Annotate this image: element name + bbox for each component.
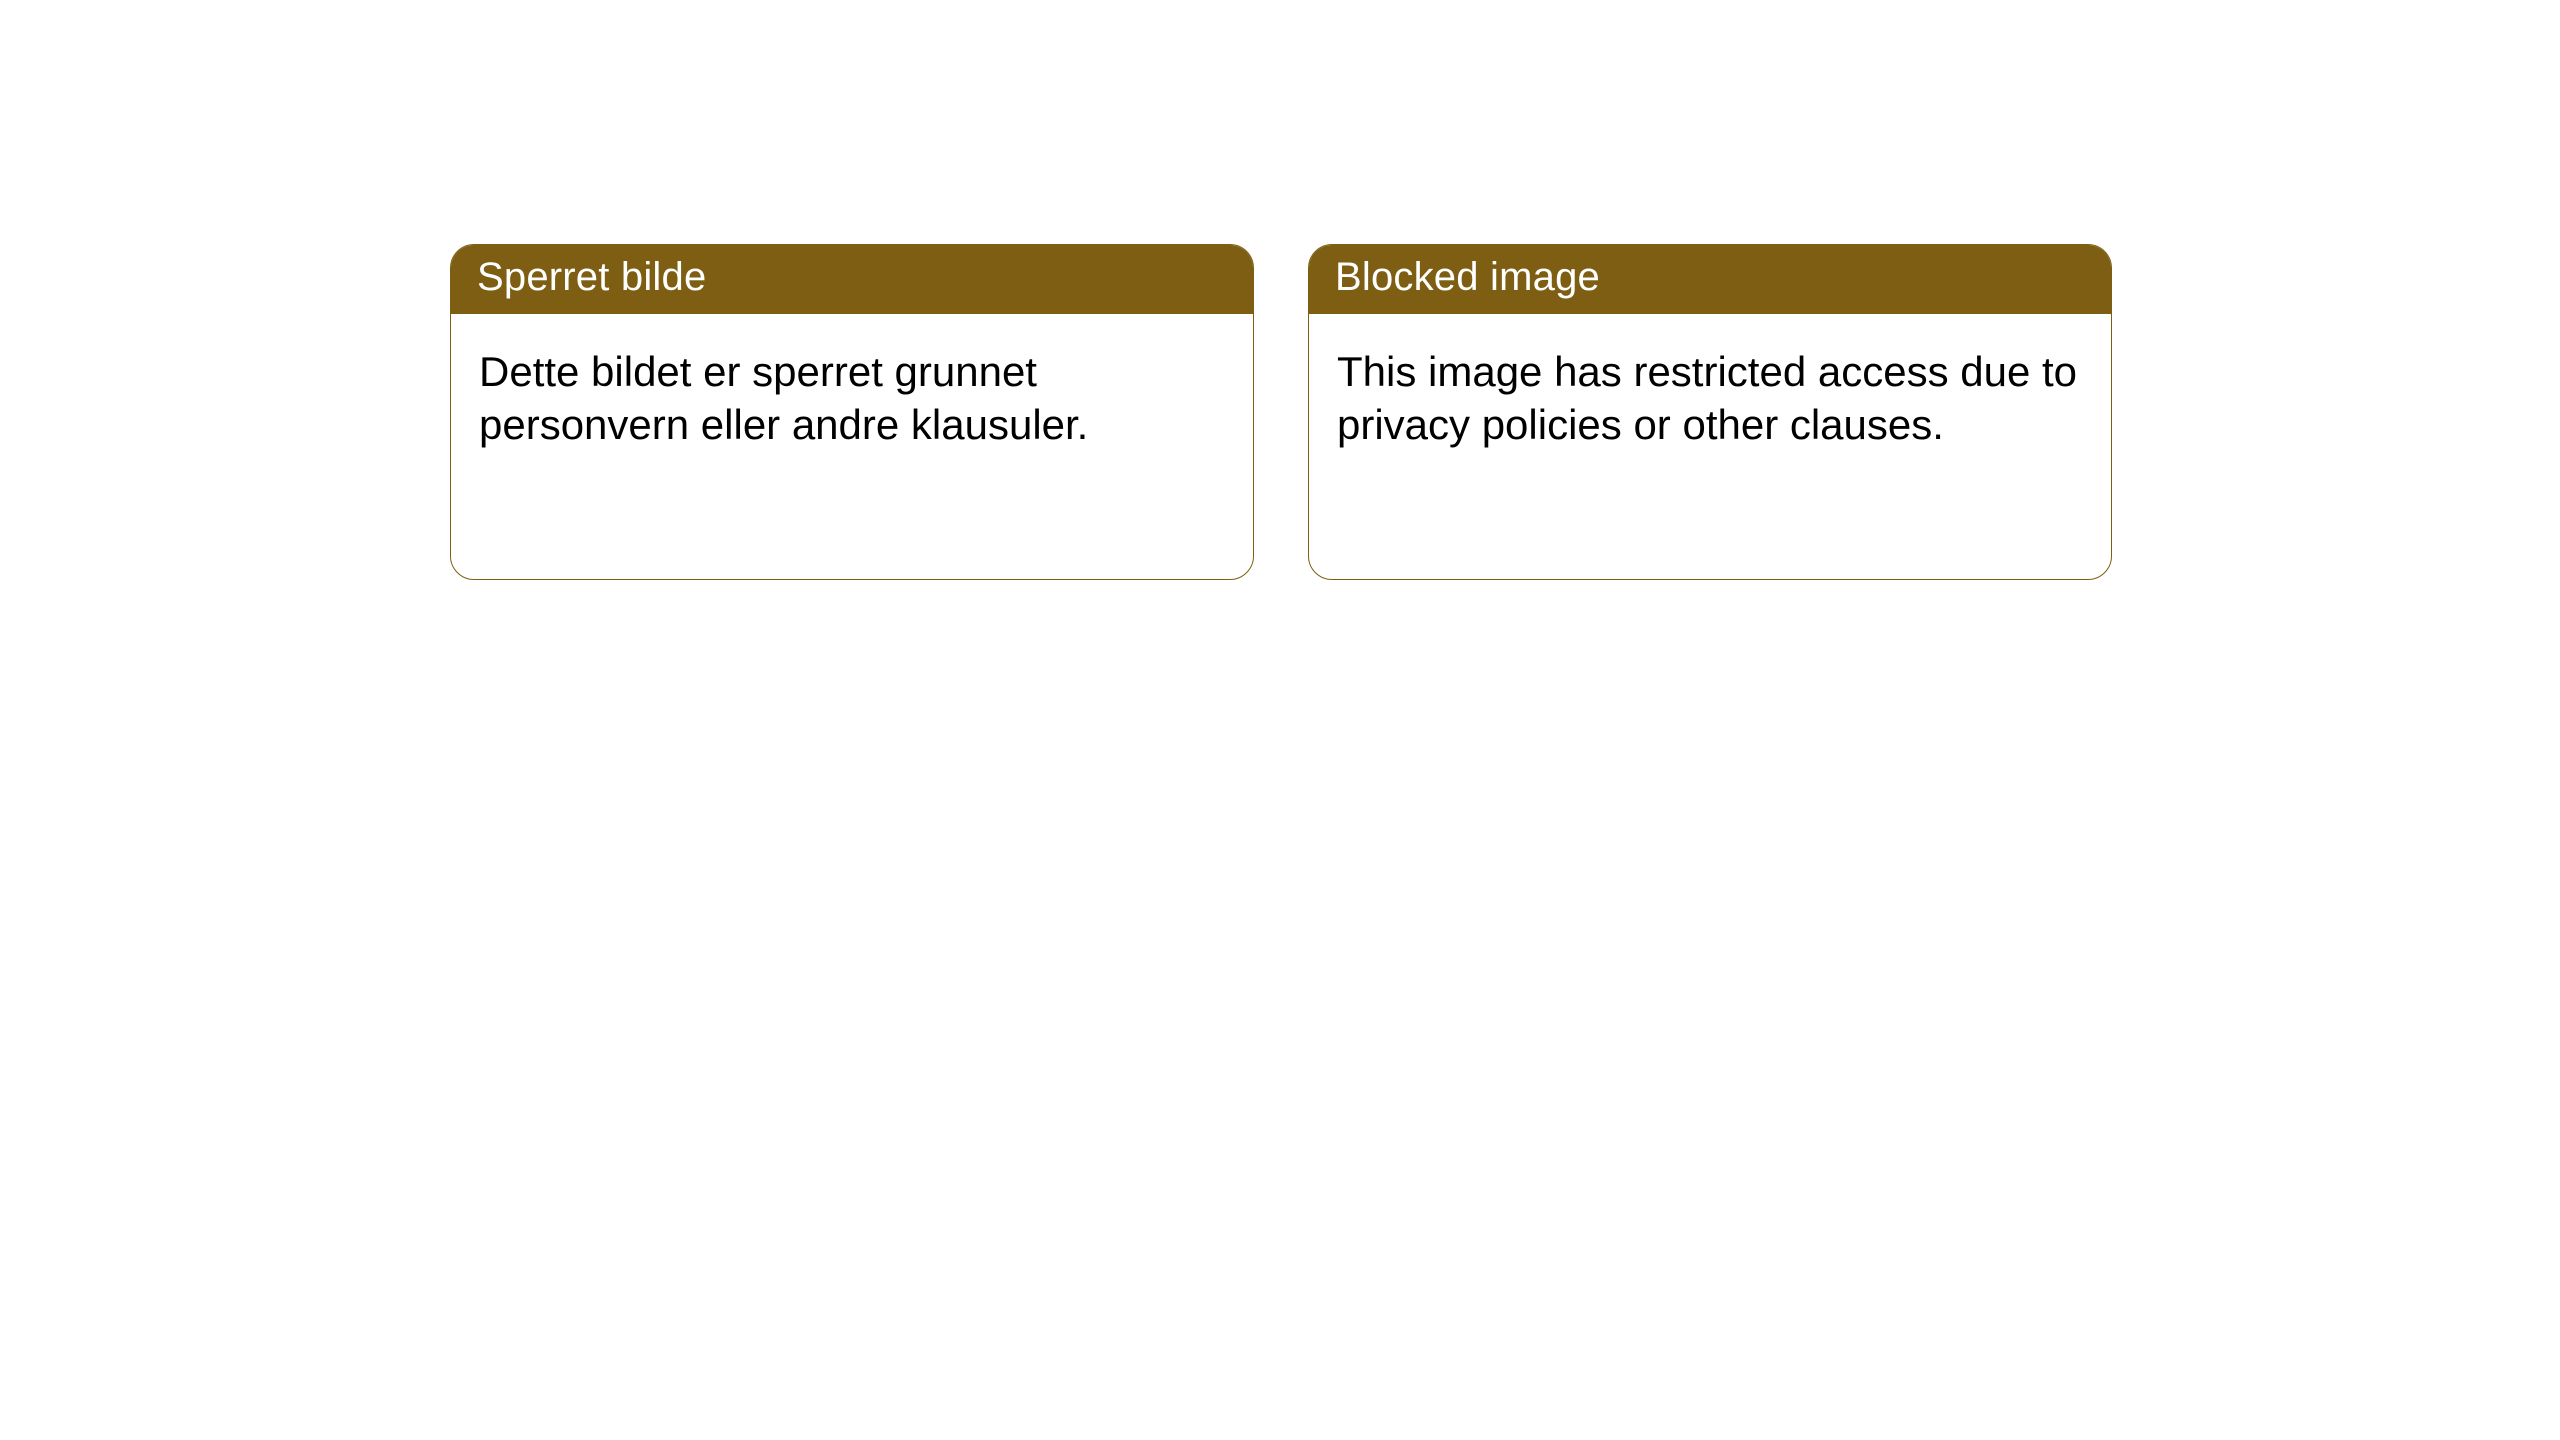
notice-header-norwegian: Sperret bilde — [451, 245, 1253, 314]
notice-header-english: Blocked image — [1309, 245, 2111, 314]
notice-card-norwegian: Sperret bilde Dette bildet er sperret gr… — [450, 244, 1254, 580]
notice-body-norwegian: Dette bildet er sperret grunnet personve… — [451, 314, 1253, 483]
notice-container: Sperret bilde Dette bildet er sperret gr… — [0, 0, 2560, 580]
notice-body-english: This image has restricted access due to … — [1309, 314, 2111, 483]
notice-card-english: Blocked image This image has restricted … — [1308, 244, 2112, 580]
